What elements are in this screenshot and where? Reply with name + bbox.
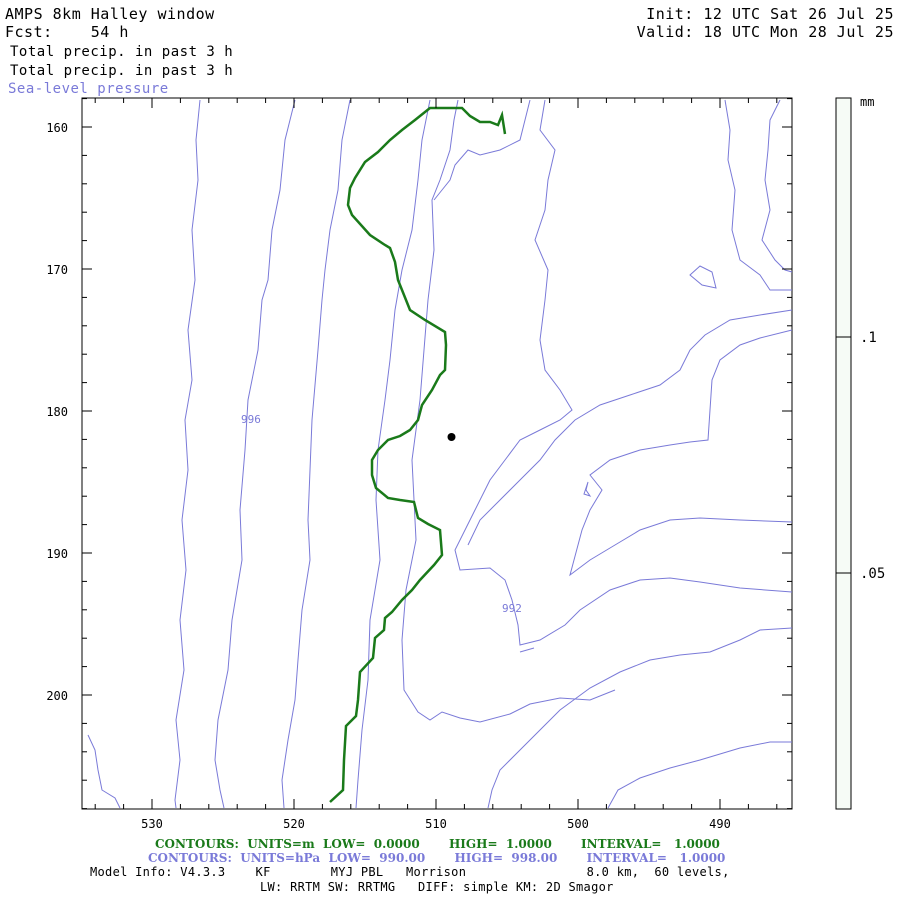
pressure-contour — [519, 647, 535, 653]
pressure-contour — [454, 99, 793, 646]
axis-ticks — [82, 98, 792, 810]
map-frame — [81, 97, 793, 810]
coastline-contour — [329, 106, 507, 803]
pressure-contour — [355, 99, 431, 809]
pressure-contour — [401, 99, 616, 723]
pressure-contour — [487, 627, 793, 809]
valid-time: Valid: 18 UTC Mon 28 Jul 25 — [636, 23, 894, 41]
y-tick-label: 160 — [46, 121, 68, 135]
pressure-contours — [87, 99, 793, 809]
field-label-1: Total precip. in past 3 h — [10, 44, 234, 60]
colorbar-unit: mm — [860, 95, 874, 109]
map-title: AMPS 8km Halley window — [5, 5, 215, 23]
y-tick-label: 190 — [46, 547, 68, 561]
model-info: Model Info: V4.3.3 KF MYJ PBL Morrison 8… — [90, 865, 730, 879]
init-time: Init: 12 UTC Sat 26 Jul 25 — [646, 5, 894, 23]
pressure-contour — [214, 99, 296, 809]
contour-label: 992 — [502, 602, 522, 615]
pressure-contour — [433, 99, 531, 201]
x-tick-label: 500 — [567, 817, 589, 831]
pressure-contour — [467, 309, 793, 546]
forecast-hour: Fcst: 54 h — [5, 23, 129, 41]
station-marker — [447, 433, 456, 441]
x-tick-label: 510 — [425, 817, 447, 831]
colorbar-label: .05 — [860, 566, 885, 582]
pressure-contour — [689, 265, 717, 289]
model-info-2: LW: RRTM SW: RRTMG DIFF: simple KM: 2D S… — [260, 880, 614, 894]
field-label-2: Total precip. in past 3 h — [10, 63, 234, 79]
x-tick-label: 530 — [141, 817, 163, 831]
blue-contour-info: CONTOURS: UNITS=hPa LOW= 990.00 HIGH= 99… — [148, 851, 726, 865]
pressure-contour — [281, 99, 351, 809]
pressure-contour — [583, 481, 592, 497]
y-tick-label: 200 — [46, 689, 68, 703]
pressure-contour — [761, 99, 793, 273]
contour-label: 996 — [241, 413, 261, 426]
pressure-contour — [174, 99, 201, 809]
green-contour-info: CONTOURS: UNITS=m LOW= 0.0000 HIGH= 1.00… — [155, 837, 720, 851]
pressure-contour — [569, 329, 793, 577]
field-label-3: Sea-level pressure — [8, 81, 169, 97]
x-tick-label: 520 — [283, 817, 305, 831]
x-tick-label: 490 — [709, 817, 731, 831]
pressure-contour — [607, 741, 792, 809]
colorbar-label: .1 — [860, 330, 877, 346]
colorbar — [835, 97, 852, 810]
y-tick-label: 170 — [46, 263, 68, 277]
pressure-contour — [724, 99, 792, 291]
pressure-contour — [87, 734, 121, 809]
y-tick-label: 180 — [46, 405, 68, 419]
